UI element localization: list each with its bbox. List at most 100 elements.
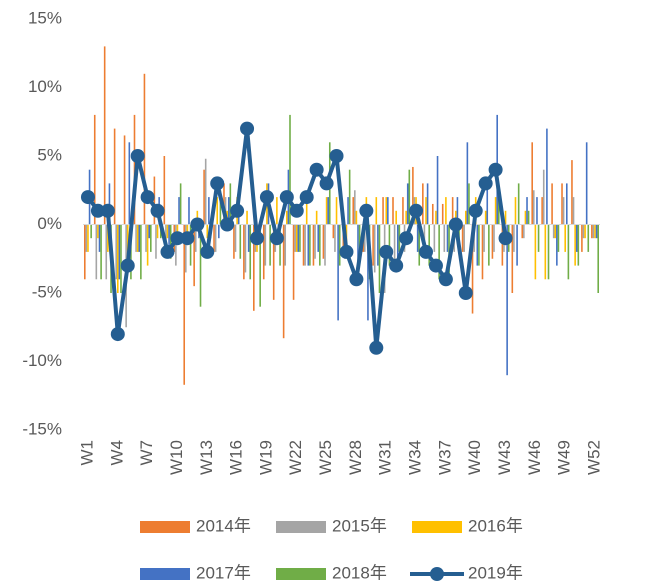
bar: [466, 142, 469, 225]
bar: [464, 210, 467, 225]
bar: [243, 224, 245, 280]
x-tick-label: W7: [137, 440, 156, 466]
bar: [436, 156, 439, 225]
bar: [493, 224, 495, 252]
bar: [246, 210, 248, 225]
bar: [113, 128, 116, 225]
bar: [574, 224, 576, 266]
line-marker: [299, 190, 314, 205]
bar: [156, 224, 159, 239]
bar: [581, 224, 583, 252]
bar: [461, 224, 464, 252]
bar: [562, 197, 565, 225]
bar: [123, 135, 126, 225]
x-tick-label: W43: [495, 440, 514, 475]
bar: [557, 224, 560, 252]
x-tick-label: W31: [376, 440, 395, 475]
bar: [146, 224, 149, 266]
bar: [95, 224, 98, 280]
bar: [527, 210, 530, 225]
bar: [418, 224, 421, 266]
line-marker: [279, 190, 294, 205]
bar: [408, 169, 411, 225]
bar: [491, 224, 494, 259]
bar: [259, 224, 261, 307]
line-marker: [389, 258, 404, 273]
bar: [547, 224, 550, 280]
bar: [575, 224, 578, 252]
bar: [194, 224, 197, 252]
x-tick-label: W25: [316, 440, 335, 475]
bar: [443, 224, 446, 252]
bar: [542, 169, 545, 225]
bar: [183, 224, 186, 385]
bar: [166, 224, 169, 239]
bar: [378, 224, 381, 293]
bar: [234, 224, 237, 252]
bar: [438, 224, 440, 280]
bar: [416, 224, 419, 252]
bar: [551, 183, 553, 225]
bar: [517, 183, 520, 225]
bar: [552, 224, 555, 239]
bar: [83, 224, 86, 280]
bar: [357, 224, 359, 266]
bar: [497, 197, 500, 225]
bar: [295, 224, 298, 252]
bar: [128, 142, 131, 225]
bar: [282, 224, 285, 339]
bar: [422, 183, 424, 225]
bar: [87, 224, 89, 252]
bar: [534, 224, 537, 280]
bar: [478, 224, 480, 266]
x-tick-label: W49: [555, 440, 574, 475]
bar: [100, 224, 102, 280]
line-marker: [309, 162, 324, 177]
bar: [367, 224, 369, 321]
bar: [352, 197, 355, 225]
x-tick-label: W22: [286, 440, 305, 475]
bar: [385, 197, 388, 225]
line-marker: [110, 327, 125, 342]
line-marker: [259, 190, 274, 205]
bar: [532, 190, 535, 225]
bar: [565, 183, 568, 225]
y-tick-label: -10%: [22, 351, 62, 370]
bar: [188, 197, 190, 225]
bar: [556, 224, 558, 266]
line-marker: [100, 203, 115, 218]
x-tick-label: W52: [585, 440, 604, 475]
line-marker: [200, 244, 215, 259]
bar: [178, 197, 180, 225]
bar: [468, 183, 470, 225]
bar: [554, 224, 557, 239]
bar: [516, 224, 518, 266]
legend-label: 2014年: [196, 516, 251, 535]
bar: [107, 224, 109, 252]
bar: [393, 224, 396, 266]
bar: [229, 183, 232, 225]
y-tick-label: 0%: [37, 214, 62, 233]
bar: [126, 224, 129, 252]
line-marker: [90, 203, 105, 218]
bar: [405, 210, 407, 225]
line-marker: [379, 244, 394, 259]
bar: [372, 224, 374, 266]
bar: [150, 224, 152, 252]
line-marker: [120, 258, 135, 273]
line-marker: [409, 203, 424, 218]
bar: [219, 190, 222, 225]
x-tick-label: W34: [406, 440, 425, 475]
bar: [302, 224, 305, 266]
bar: [286, 210, 288, 225]
bar: [294, 224, 296, 252]
y-tick-label: 10%: [28, 77, 62, 96]
line-marker: [210, 176, 225, 191]
bar: [332, 224, 335, 239]
bar: [214, 224, 217, 252]
legend-label: 2017年: [196, 563, 251, 582]
bar: [315, 210, 318, 225]
line-marker: [448, 217, 463, 232]
bar: [355, 210, 358, 225]
bar: [97, 224, 99, 239]
